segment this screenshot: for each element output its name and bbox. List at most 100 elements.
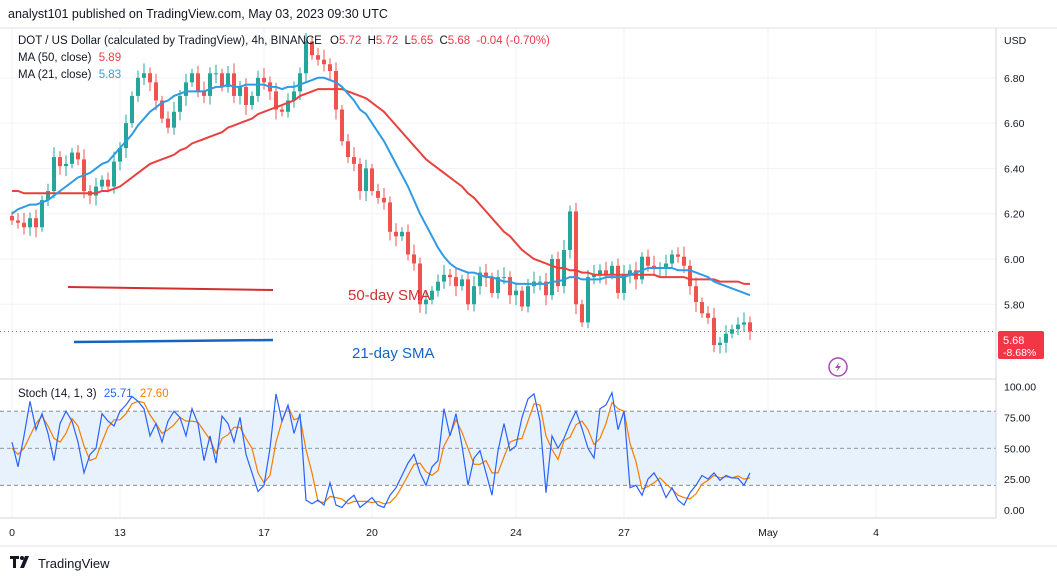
ohlc-c-label: C (439, 35, 448, 47)
price-tick-label: 6.00 (1004, 254, 1025, 266)
candle-body (40, 200, 44, 228)
lightning-icon[interactable] (828, 357, 848, 377)
candle-body (412, 254, 416, 264)
candle-body (232, 73, 236, 96)
candle (88, 185, 92, 205)
price-tick-label: 6.20 (1004, 209, 1025, 221)
time-tick-label: 24 (510, 527, 522, 539)
candle-body (352, 157, 356, 164)
candle-body (238, 86, 242, 96)
candle (694, 277, 698, 312)
price-badge-change: -8.68% (1003, 347, 1036, 359)
time-tick-label: 0 (9, 527, 15, 539)
candle (670, 249, 674, 269)
stoch-legend[interactable]: Stoch (14, 1, 3) 25.71 27.60 (18, 388, 169, 400)
candle (622, 264, 626, 301)
candle (520, 286, 524, 312)
candle (316, 47, 320, 66)
candle (214, 64, 218, 84)
candle-body (244, 86, 248, 105)
candle-body (34, 218, 38, 228)
time-tick-label: 27 (618, 527, 630, 539)
candle-body (550, 258, 554, 296)
stoch-d-line (11, 400, 751, 505)
candle (280, 104, 284, 117)
candle (580, 299, 584, 327)
candle (232, 63, 236, 104)
ohlc-low: 5.65 (410, 35, 434, 47)
candle-body (250, 95, 254, 105)
candle (604, 261, 608, 285)
candle-body (580, 304, 584, 323)
candle-body (148, 73, 152, 83)
stoch-tick-label: 75.00 (1004, 412, 1030, 424)
candle (442, 264, 446, 289)
candle (454, 268, 458, 297)
candle-body (280, 109, 284, 112)
candle-body (598, 270, 602, 275)
candle-body (484, 272, 488, 278)
candle (172, 101, 176, 135)
candle (304, 32, 308, 84)
candle (220, 68, 224, 92)
candle (268, 76, 272, 101)
candle (346, 133, 350, 163)
candle-body (508, 277, 512, 296)
candle (532, 271, 536, 294)
time-tick-label: 4 (873, 527, 879, 539)
candle-body (286, 100, 290, 112)
candle (364, 159, 368, 202)
candle (550, 254, 554, 300)
candle (640, 252, 644, 284)
candle (34, 209, 38, 238)
candle-body (586, 277, 590, 323)
candle (682, 246, 686, 274)
tradingview-logo[interactable]: TradingView (10, 556, 110, 571)
candle (328, 58, 332, 80)
candle (16, 213, 20, 229)
candle-body (358, 163, 362, 192)
candle-body (628, 270, 632, 275)
ohlc-close: 5.68 (447, 35, 471, 47)
candle-body (340, 109, 344, 142)
stoch-axis-ticks: 100.00 75.00 50.00 25.00 0.00 (1004, 382, 1036, 518)
candle (562, 239, 566, 294)
candle (208, 67, 212, 105)
candle-body (364, 168, 368, 192)
candle (448, 268, 452, 286)
candle (130, 91, 134, 128)
price-tick-label: 5.80 (1004, 299, 1025, 311)
candle (460, 274, 464, 291)
candle (472, 276, 476, 312)
candle-body (694, 286, 698, 303)
candle-body (502, 277, 506, 279)
candle-body (544, 281, 548, 296)
candle (664, 254, 668, 279)
candle-body (64, 163, 68, 167)
ma50-legend-value: 5.89 (98, 52, 122, 64)
ma21-legend[interactable]: MA (21, close) 5.83 (18, 69, 121, 81)
tradingview-brand: TradingView (38, 556, 110, 571)
candle (22, 212, 26, 235)
price-axis-ticks: 6.80 6.60 6.40 6.20 6.00 5.80 (1004, 73, 1025, 311)
price-badge-bg (998, 331, 1044, 359)
ohlc-h-label: H (367, 35, 376, 47)
candle-body (646, 256, 650, 266)
candle (406, 224, 410, 261)
ma50-legend[interactable]: MA (50, close) 5.89 (18, 52, 121, 64)
candle-body (496, 277, 500, 293)
candle (658, 262, 662, 277)
stoch-tick-label: 25.00 (1004, 474, 1030, 486)
candle-body (736, 324, 740, 330)
candle-body (574, 211, 578, 305)
candle (112, 151, 116, 194)
candle-body (514, 290, 518, 296)
currency-label: USD (1004, 35, 1027, 47)
candle (430, 286, 434, 305)
candle (256, 70, 260, 102)
candle (748, 316, 752, 341)
price-tick-label: 6.80 (1004, 73, 1025, 85)
candle-body (442, 274, 446, 282)
sma50-annotation: 50-day SMA (348, 287, 431, 304)
